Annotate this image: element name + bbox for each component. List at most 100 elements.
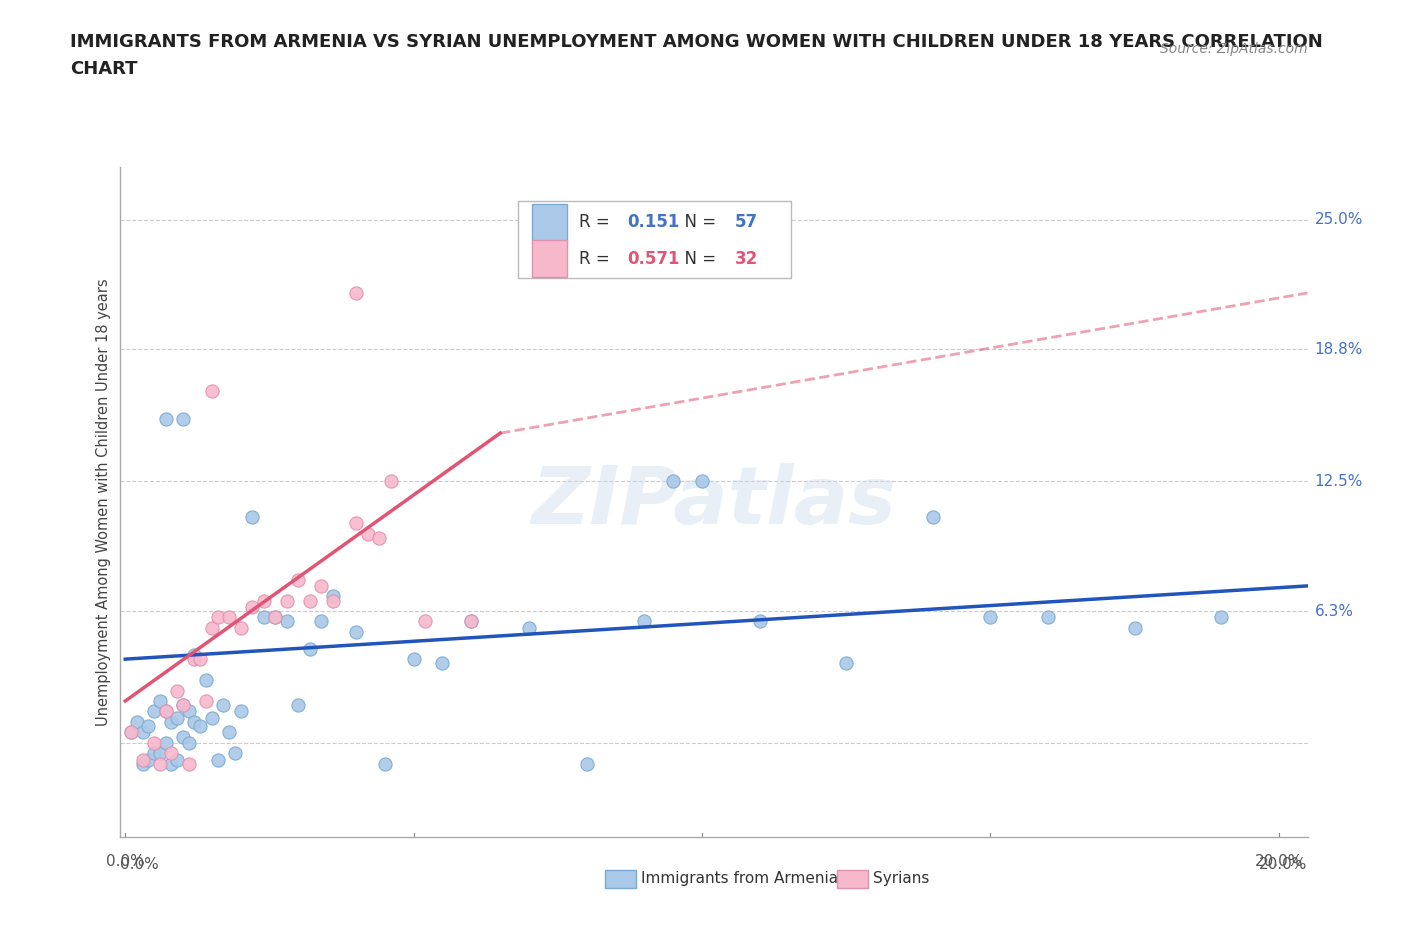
Point [201, 384, 224, 399]
Point [322, 593, 344, 608]
Point [160, 756, 183, 771]
Point [120, 725, 142, 740]
Point [131, 752, 153, 767]
Text: CHART: CHART [70, 60, 138, 78]
Point [1123, 620, 1146, 635]
Point [183, 647, 205, 662]
Point [368, 530, 391, 545]
Point [172, 411, 194, 426]
Text: R =: R = [579, 249, 616, 268]
Point [183, 652, 205, 667]
Point [177, 736, 200, 751]
Text: IMMIGRANTS FROM ARMENIA VS SYRIAN UNEMPLOYMENT AMONG WOMEN WITH CHILDREN UNDER 1: IMMIGRANTS FROM ARMENIA VS SYRIAN UNEMPL… [70, 33, 1323, 50]
Text: 20.0%: 20.0% [1260, 857, 1308, 872]
Point [344, 516, 367, 531]
Point [432, 656, 454, 671]
Point [195, 694, 218, 709]
Text: 0.0%: 0.0% [120, 857, 159, 872]
Point [322, 589, 344, 604]
Point [183, 714, 205, 729]
Point [143, 736, 166, 751]
Text: ZIPatlas: ZIPatlas [531, 463, 896, 541]
Point [287, 698, 309, 712]
Point [172, 698, 194, 712]
Point [311, 614, 333, 629]
Point [149, 746, 172, 761]
Point [172, 698, 194, 712]
Point [166, 683, 188, 698]
Text: Syrians: Syrians [873, 871, 929, 886]
Point [131, 725, 153, 740]
Point [1209, 610, 1232, 625]
Point [143, 746, 166, 761]
Text: 25.0%: 25.0% [1315, 212, 1362, 227]
Point [138, 752, 160, 767]
Point [311, 578, 333, 593]
Point [131, 756, 153, 771]
Point [207, 610, 229, 625]
Point [748, 614, 770, 629]
Point [177, 756, 200, 771]
Text: 0.151: 0.151 [627, 214, 679, 232]
Point [188, 652, 211, 667]
Point [460, 614, 482, 629]
Point [240, 510, 263, 525]
Point [149, 756, 172, 771]
Point [690, 474, 713, 489]
Point [160, 746, 183, 761]
Point [207, 752, 229, 767]
Point [229, 704, 252, 719]
Text: 12.5%: 12.5% [1315, 473, 1362, 489]
Point [125, 714, 148, 729]
Point [460, 614, 482, 629]
Point [517, 620, 540, 635]
Point [356, 526, 378, 541]
Text: N =: N = [675, 214, 721, 232]
FancyBboxPatch shape [531, 240, 568, 277]
Point [195, 672, 218, 687]
Point [212, 698, 235, 712]
Point [264, 610, 287, 625]
Point [155, 704, 177, 719]
Point [177, 704, 200, 719]
Y-axis label: Unemployment Among Women with Children Under 18 years: Unemployment Among Women with Children U… [96, 278, 111, 726]
Point [201, 620, 224, 635]
Point [979, 610, 1001, 625]
Point [298, 593, 321, 608]
Point [344, 286, 367, 300]
Point [166, 711, 188, 725]
Point [149, 694, 172, 709]
Point [155, 736, 177, 751]
Text: 57: 57 [735, 214, 758, 232]
Point [224, 746, 246, 761]
Point [374, 756, 396, 771]
Point [166, 752, 188, 767]
Point [264, 610, 287, 625]
Text: 20.0%: 20.0% [1254, 854, 1303, 869]
Point [160, 714, 183, 729]
Point [218, 725, 240, 740]
Point [835, 656, 858, 671]
Text: Source: ZipAtlas.com: Source: ZipAtlas.com [1160, 42, 1308, 56]
Point [253, 610, 276, 625]
Text: N =: N = [675, 249, 721, 268]
Point [575, 756, 598, 771]
Text: 6.3%: 6.3% [1315, 604, 1354, 618]
Point [172, 729, 194, 744]
Point [229, 620, 252, 635]
Point [120, 725, 142, 740]
Text: 0.571: 0.571 [627, 249, 679, 268]
Point [287, 572, 309, 587]
Text: 32: 32 [735, 249, 758, 268]
Point [921, 510, 943, 525]
Point [240, 600, 263, 615]
Text: 0.0%: 0.0% [105, 854, 145, 869]
Point [143, 704, 166, 719]
Point [380, 474, 402, 489]
Point [298, 642, 321, 657]
FancyBboxPatch shape [517, 201, 790, 278]
Point [633, 614, 655, 629]
Point [218, 610, 240, 625]
FancyBboxPatch shape [531, 204, 568, 241]
Text: Immigrants from Armenia: Immigrants from Armenia [641, 871, 838, 886]
